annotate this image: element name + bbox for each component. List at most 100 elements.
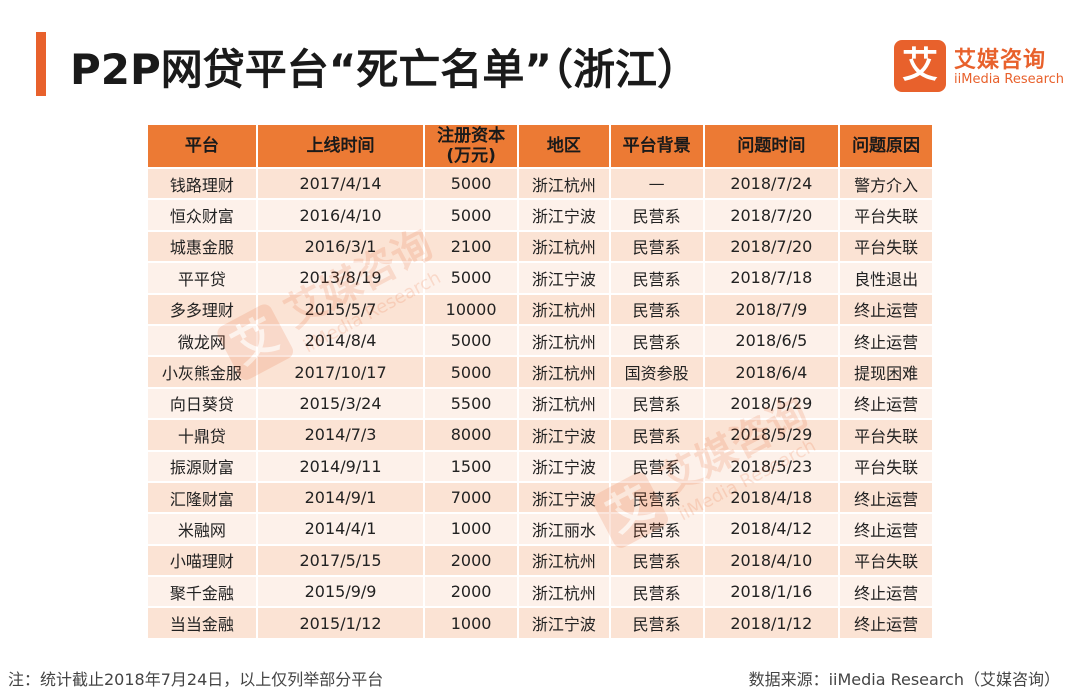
cell-issue-date: 2018/7/24 bbox=[704, 169, 839, 199]
cell-launch-date: 2017/5/15 bbox=[257, 545, 424, 576]
table-row: 恒众财富 2016/4/10 5000 浙江宁波 民营系 2018/7/20 平台失联 bbox=[148, 200, 932, 230]
cell-launch-date: 2017/4/14 bbox=[257, 169, 424, 199]
cell-launch-date: 2015/1/12 bbox=[257, 608, 424, 638]
logo-name-en: iiMedia Research bbox=[954, 72, 1065, 87]
cell-platform: 聚千金融 bbox=[148, 577, 256, 607]
cell-region: 浙江宁波 bbox=[518, 608, 609, 638]
column-header-issue-date: 问题时间 bbox=[704, 125, 839, 167]
cell-region: 浙江杭州 bbox=[518, 577, 609, 607]
table-row: 向日葵贷 2015/3/24 5500 浙江杭州 民营系 2018/5/29 终止运营 bbox=[148, 388, 932, 419]
cell-issue-date: 2018/4/18 bbox=[704, 482, 839, 513]
cell-registered-capital: 7000 bbox=[425, 482, 517, 513]
table-row: 当当金融 2015/1/12 1000 浙江宁波 民营系 2018/1/12 终止运营 bbox=[148, 608, 932, 638]
footer-source: 数据来源：iiMedia Research（艾媒咨询） bbox=[748, 670, 1060, 689]
cell-launch-date: 2017/10/17 bbox=[257, 357, 424, 387]
cell-launch-date: 2014/8/4 bbox=[257, 325, 424, 356]
cell-issue-date: 2018/5/29 bbox=[704, 420, 839, 450]
cell-region: 浙江杭州 bbox=[518, 325, 609, 356]
column-header-launch-date: 上线时间 bbox=[257, 125, 424, 167]
cell-region: 浙江宁波 bbox=[518, 263, 609, 293]
brand-logo: 艾 艾媒咨询 iiMedia Research bbox=[894, 40, 1064, 96]
cell-registered-capital: 2000 bbox=[425, 577, 517, 607]
cell-issue-reason: 警方介入 bbox=[840, 169, 932, 199]
cell-platform: 平平贷 bbox=[148, 263, 256, 293]
cell-issue-date: 2018/1/16 bbox=[704, 577, 839, 607]
cell-background: 民营系 bbox=[610, 388, 703, 419]
cell-issue-date: 2018/7/18 bbox=[704, 263, 839, 293]
column-header-background: 平台背景 bbox=[610, 125, 703, 167]
cell-background: 民营系 bbox=[610, 420, 703, 450]
cell-background: 民营系 bbox=[610, 294, 703, 324]
cell-background: 民营系 bbox=[610, 325, 703, 356]
cell-background: 民营系 bbox=[610, 608, 703, 638]
cell-registered-capital: 1000 bbox=[425, 514, 517, 544]
cell-launch-date: 2015/5/7 bbox=[257, 294, 424, 324]
cell-registered-capital: 5000 bbox=[425, 169, 517, 199]
cell-platform: 城惠金服 bbox=[148, 231, 256, 262]
logo-name-cn: 艾媒咨询 bbox=[954, 48, 1047, 73]
cell-region: 浙江宁波 bbox=[518, 420, 609, 450]
cell-issue-reason: 终止运营 bbox=[840, 577, 932, 607]
cell-launch-date: 2014/4/1 bbox=[257, 514, 424, 544]
cell-issue-reason: 平台失联 bbox=[840, 545, 932, 576]
cell-issue-reason: 平台失联 bbox=[840, 420, 932, 450]
cell-platform: 钱路理财 bbox=[148, 169, 256, 199]
cell-issue-date: 2018/7/20 bbox=[704, 200, 839, 230]
table-row: 多多理财 2015/5/7 10000 浙江杭州 民营系 2018/7/9 终止运营 bbox=[148, 294, 932, 324]
footer-note: 注：统计截止2018年7月24日，以上仅列举部分平台 bbox=[8, 670, 384, 689]
cell-issue-date: 2018/6/4 bbox=[704, 357, 839, 387]
cell-background: 民营系 bbox=[610, 200, 703, 230]
cell-region: 浙江宁波 bbox=[518, 451, 609, 481]
table-row: 微龙网 2014/8/4 5000 浙江杭州 民营系 2018/6/5 终止运营 bbox=[148, 325, 932, 356]
column-header-registered-capital: 注册资本 (万元) bbox=[425, 125, 517, 167]
cell-issue-date: 2018/4/10 bbox=[704, 545, 839, 576]
table-row: 小灰熊金服 2017/10/17 5000 浙江杭州 国资参股 2018/6/4 提现困难 bbox=[148, 357, 932, 387]
cell-platform: 十鼎贷 bbox=[148, 420, 256, 450]
cell-issue-date: 2018/4/12 bbox=[704, 514, 839, 544]
cell-registered-capital: 5000 bbox=[425, 263, 517, 293]
cell-region: 浙江杭州 bbox=[518, 545, 609, 576]
cell-issue-date: 2018/7/9 bbox=[704, 294, 839, 324]
page-title: P2P网贷平台“死亡名单”（浙江） bbox=[70, 45, 699, 94]
table-row: 钱路理财 2017/4/14 5000 浙江杭州 —2018/7/24 警方介入 bbox=[148, 169, 932, 199]
cell-issue-reason: 平台失联 bbox=[840, 200, 932, 230]
cell-issue-reason: 终止运营 bbox=[840, 514, 932, 544]
cell-registered-capital: 5000 bbox=[425, 357, 517, 387]
cell-issue-date: 2018/7/20 bbox=[704, 231, 839, 262]
cell-launch-date: 2014/7/3 bbox=[257, 420, 424, 450]
cell-launch-date: 2014/9/11 bbox=[257, 451, 424, 481]
cell-region: 浙江杭州 bbox=[518, 231, 609, 262]
platform-table: 平台 上线时间 注册资本 (万元) 地区 平台背景 问题时间 问题原因 钱路理财 2017/4… bbox=[146, 123, 934, 640]
column-header-platform: 平台 bbox=[148, 125, 256, 167]
cell-registered-capital: 8000 bbox=[425, 420, 517, 450]
cell-issue-reason: 终止运营 bbox=[840, 294, 932, 324]
table-row: 城惠金服 2016/3/1 2100 浙江杭州 民营系 2018/7/20 平台失联 bbox=[148, 231, 932, 262]
table-row: 小喵理财 2017/5/15 2000 浙江杭州 民营系 2018/4/10 平台失联 bbox=[148, 545, 932, 576]
cell-registered-capital: 5000 bbox=[425, 200, 517, 230]
cell-launch-date: 2015/9/9 bbox=[257, 577, 424, 607]
table-row: 汇隆财富 2014/9/1 7000 浙江宁波 民营系 2018/4/18 终止运营 bbox=[148, 482, 932, 513]
column-header-issue-reason: 问题原因 bbox=[840, 125, 932, 167]
cell-background: 民营系 bbox=[610, 577, 703, 607]
cell-region: 浙江杭州 bbox=[518, 294, 609, 324]
cell-issue-reason: 终止运营 bbox=[840, 482, 932, 513]
cell-launch-date: 2014/9/1 bbox=[257, 482, 424, 513]
cell-platform: 多多理财 bbox=[148, 294, 256, 324]
table-header-row: 平台 上线时间 注册资本 (万元) 地区 平台背景 问题时间 问题原因 bbox=[148, 125, 932, 167]
cell-issue-date: 2018/1/12 bbox=[704, 608, 839, 638]
cell-region: 浙江杭州 bbox=[518, 388, 609, 419]
cell-registered-capital: 1500 bbox=[425, 451, 517, 481]
cell-launch-date: 2013/8/19 bbox=[257, 263, 424, 293]
cell-background: 民营系 bbox=[610, 451, 703, 481]
cell-registered-capital: 5000 bbox=[425, 325, 517, 356]
cell-region: 浙江宁波 bbox=[518, 200, 609, 230]
cell-background: 民营系 bbox=[610, 514, 703, 544]
cell-issue-reason: 平台失联 bbox=[840, 231, 932, 262]
cell-platform: 微龙网 bbox=[148, 325, 256, 356]
cell-issue-date: 2018/5/23 bbox=[704, 451, 839, 481]
cell-platform: 小灰熊金服 bbox=[148, 357, 256, 387]
cell-background: 民营系 bbox=[610, 545, 703, 576]
table-row: 米融网 2014/4/1 1000 浙江丽水 民营系 2018/4/12 终止运营 bbox=[148, 514, 932, 544]
cell-issue-date: 2018/5/29 bbox=[704, 388, 839, 419]
cell-registered-capital: 1000 bbox=[425, 608, 517, 638]
